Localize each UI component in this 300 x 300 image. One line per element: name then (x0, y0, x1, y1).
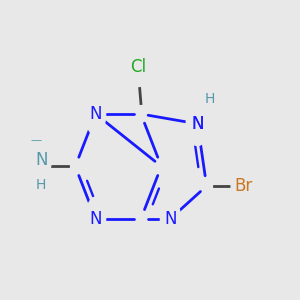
Text: N: N (164, 210, 177, 228)
Text: N: N (35, 151, 47, 169)
Ellipse shape (128, 47, 150, 86)
Text: Cl: Cl (130, 58, 147, 76)
Ellipse shape (202, 81, 218, 117)
Text: H: H (205, 92, 215, 106)
Text: N: N (89, 210, 102, 228)
Text: N: N (89, 105, 102, 123)
Text: —: — (30, 135, 41, 145)
Ellipse shape (188, 102, 208, 146)
Ellipse shape (231, 167, 256, 206)
Ellipse shape (160, 197, 180, 240)
Text: N: N (191, 115, 204, 133)
Ellipse shape (31, 140, 51, 179)
Ellipse shape (86, 92, 106, 136)
Text: H: H (36, 178, 46, 192)
Text: Br: Br (235, 177, 253, 195)
Ellipse shape (86, 197, 106, 240)
Ellipse shape (186, 102, 209, 146)
Text: N: N (191, 115, 204, 133)
